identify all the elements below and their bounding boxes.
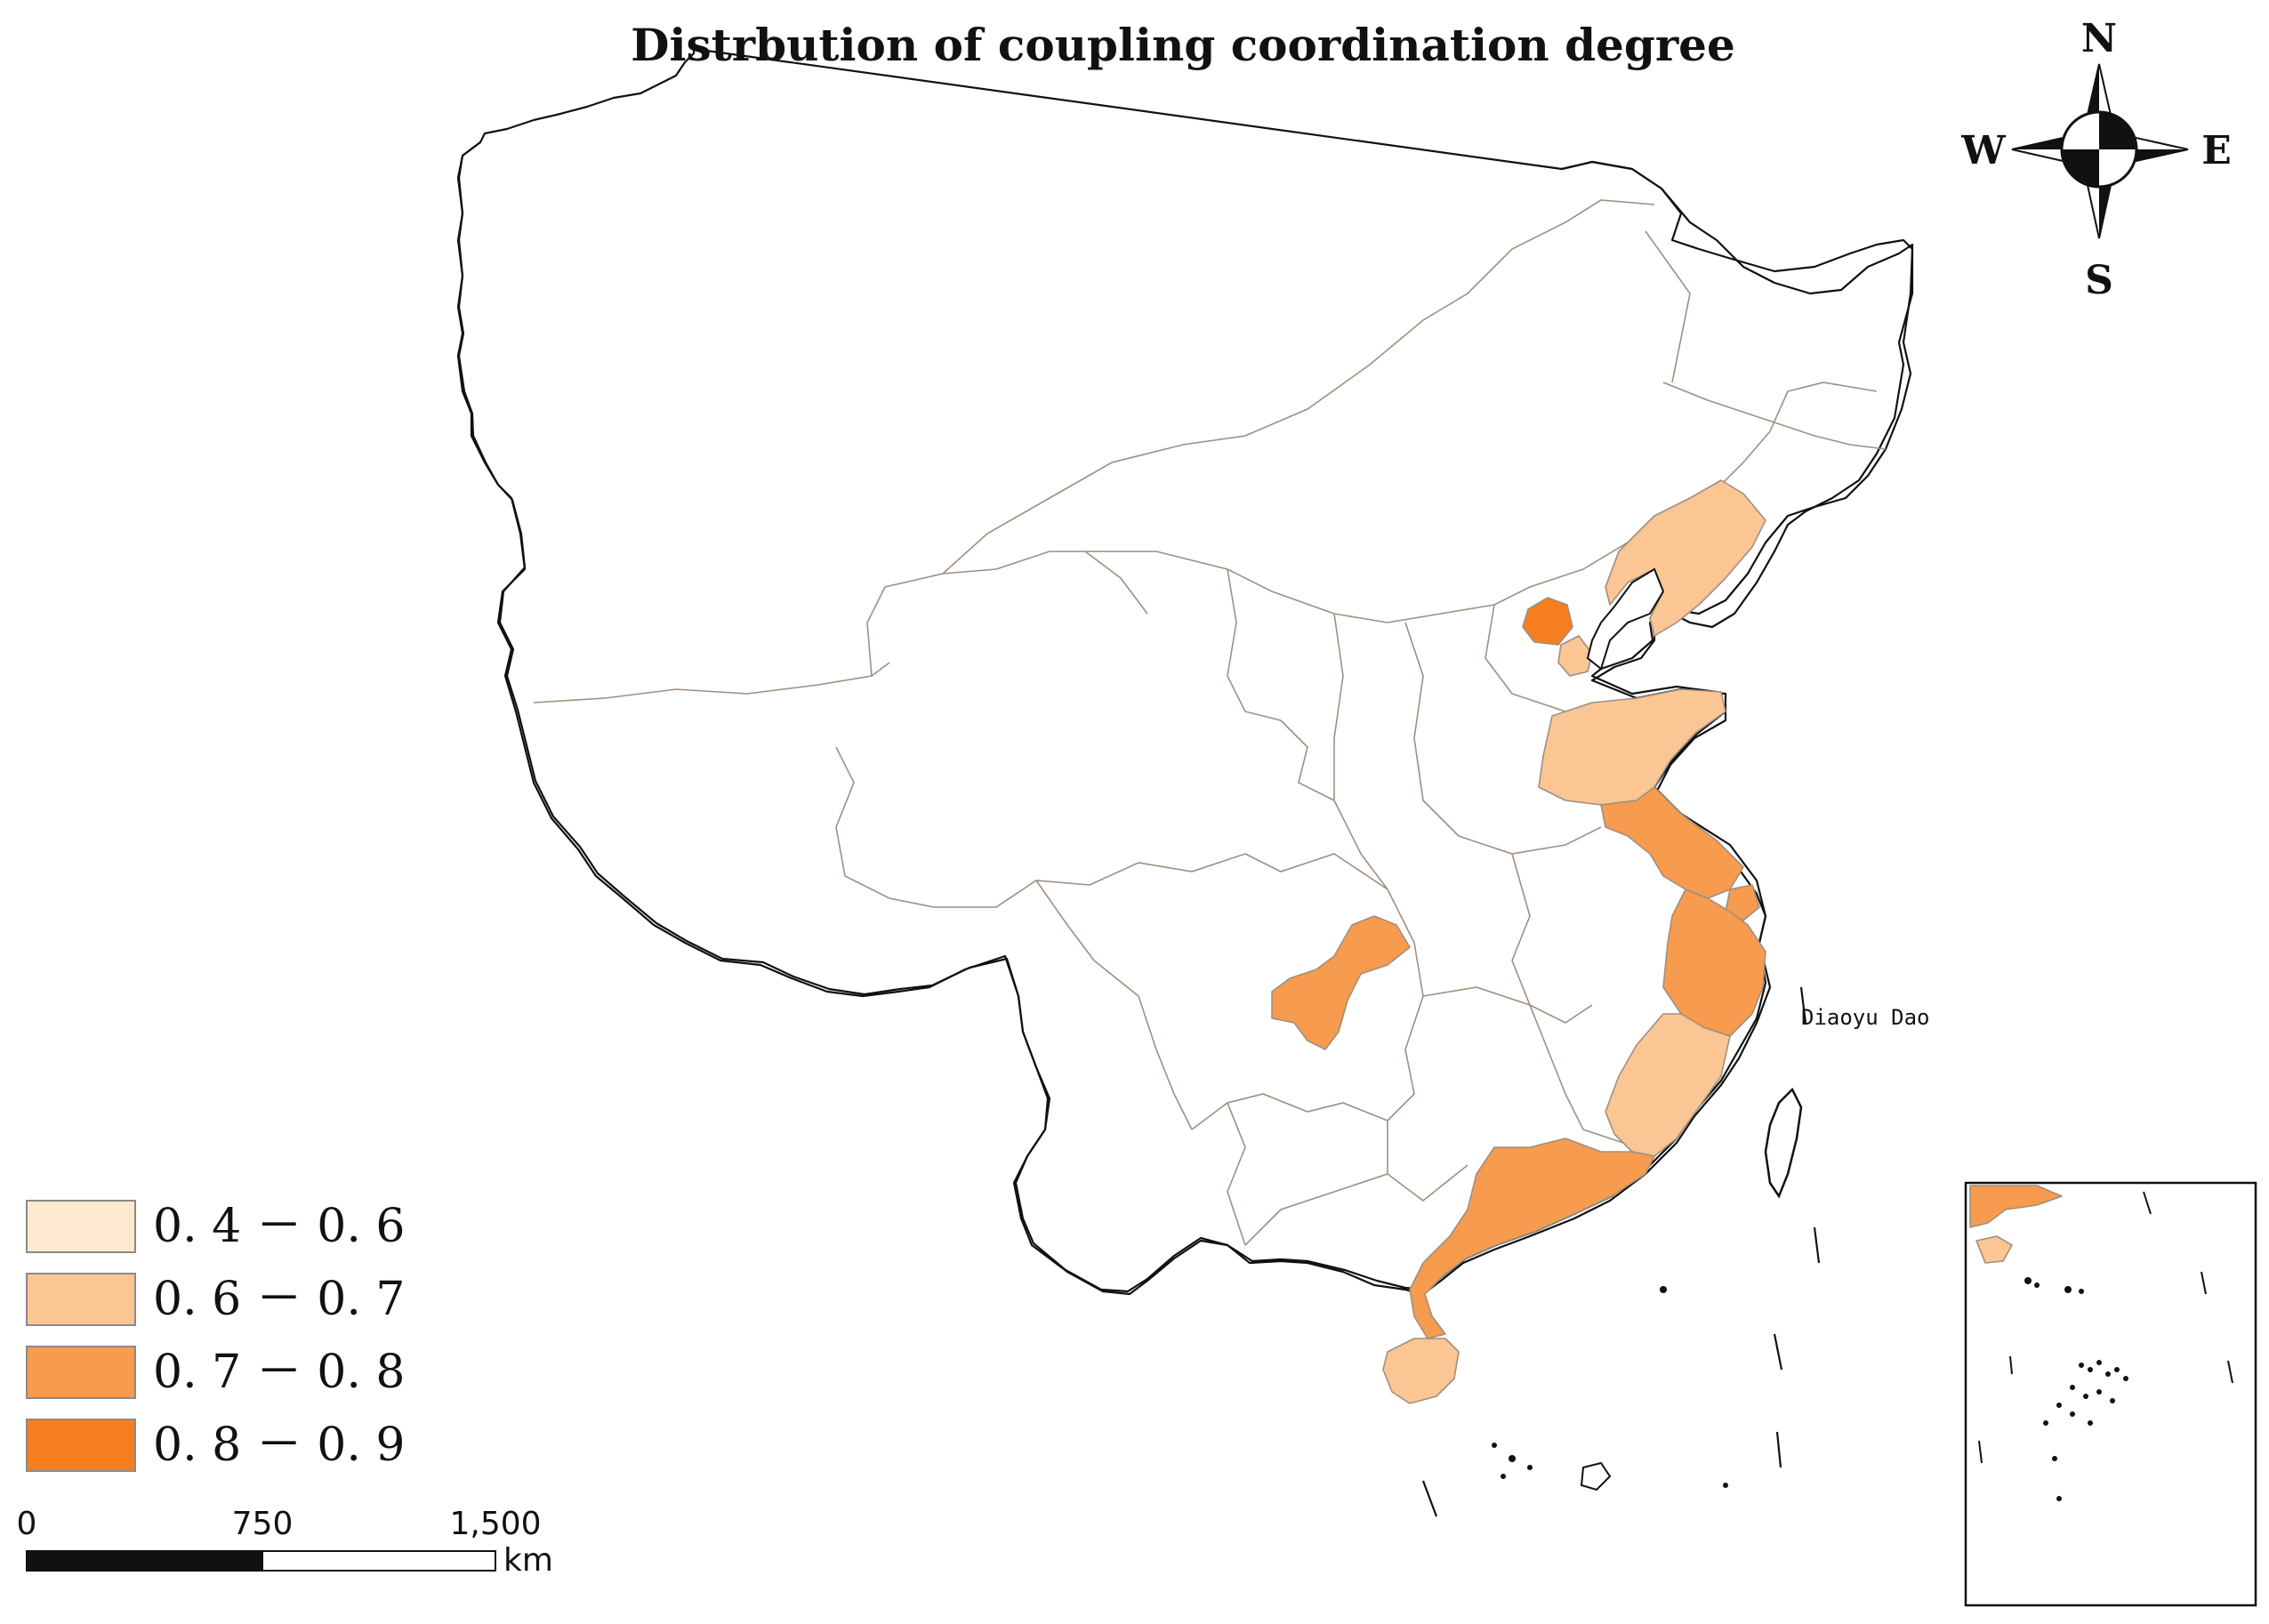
inset-coast-guangdong (1969, 1185, 2063, 1228)
region-shanghai (1725, 884, 1760, 921)
south-china-sea-inset (1964, 1181, 2257, 1607)
compass-north-label: N (2081, 16, 2117, 61)
legend-label: 0. 8 － 0. 9 (153, 1419, 406, 1472)
south-sea-dashes (1421, 986, 1821, 1517)
region-fujian (1605, 1013, 1731, 1157)
legend-label: 0. 7 － 0. 8 (153, 1346, 406, 1399)
region-jiangsu (1600, 786, 1744, 899)
map-title: Distrbution of coupling coordination deg… (631, 19, 1735, 71)
taiwan-outline (1764, 1087, 1803, 1199)
china-border (457, 141, 1914, 1293)
region-liaoning (1605, 479, 1766, 637)
legend: 0. 4 － 0. 6 0. 6 － 0. 7 0. 7 － 0. 8 0. 8 － … (26, 1200, 406, 1472)
scale-tick-1500: 1,500 (449, 1506, 541, 1542)
diaoyu-dao-label: Diaoyu Dao (1801, 1005, 1930, 1030)
scale-tick-750: 750 (232, 1506, 294, 1542)
coastal-islands (1492, 1286, 1728, 1488)
region-chongqing (1271, 915, 1411, 1050)
scale-bar: 0 750 1,500 km (17, 1506, 553, 1579)
region-shandong (1538, 688, 1726, 806)
legend-swatch (26, 1419, 136, 1472)
scale-tick-0: 0 (17, 1506, 37, 1542)
bohai-sea (1586, 567, 1665, 671)
region-hainan (1382, 1338, 1460, 1404)
legend-swatch (26, 1346, 136, 1399)
legend-swatch (26, 1273, 136, 1326)
compass-south-label: S (2085, 258, 2113, 303)
compass-rose: N S W E (1960, 16, 2231, 303)
legend-label: 0. 6 － 0. 7 (153, 1273, 406, 1326)
legend-swatch (26, 1200, 136, 1253)
region-zhejiang (1662, 888, 1766, 1037)
compass-east-label: E (2201, 128, 2232, 173)
china-landmass (456, 47, 1914, 1296)
small-island (1580, 1461, 1612, 1491)
compass-west-label: W (1960, 128, 2006, 173)
region-guangdong (1409, 1138, 1655, 1339)
legend-label: 0. 4 － 0. 6 (153, 1200, 406, 1253)
scale-unit: km (503, 1542, 553, 1579)
inset-coast-hainan (1975, 1235, 2013, 1264)
region-beijing (1522, 597, 1573, 646)
region-tianjin (1557, 635, 1593, 677)
